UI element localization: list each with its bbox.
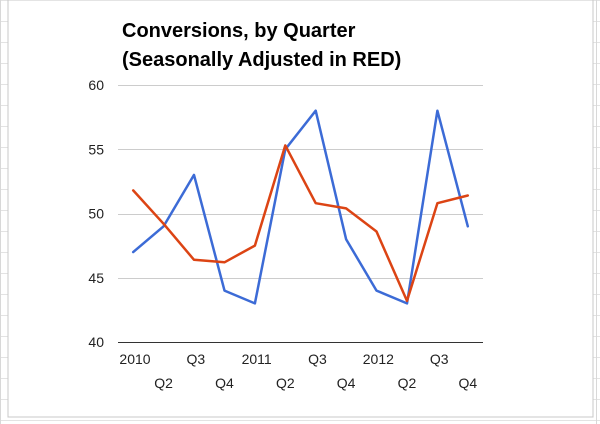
x-tick-label: Q3 <box>186 351 205 367</box>
series-line-red <box>131 144 470 303</box>
x-tick-label: 2010 <box>119 351 150 367</box>
x-tick-label: Q2 <box>154 375 173 391</box>
x-tick-label: 2012 <box>363 351 394 367</box>
chart-frame <box>7 0 594 418</box>
x-tick-label: Q3 <box>308 351 327 367</box>
y-tick-label: 60 <box>88 77 104 93</box>
y-tick-label: 55 <box>88 141 104 157</box>
series-lines <box>131 109 470 305</box>
y-axis-ticks: 40 45 50 55 60 <box>88 77 104 350</box>
x-tick-label: Q4 <box>458 375 477 391</box>
y-tick-label: 40 <box>88 334 104 350</box>
chart-title-line-1: Conversions, by Quarter <box>122 20 356 42</box>
series-line-blue <box>131 109 470 305</box>
x-tick-label: Q2 <box>276 375 295 391</box>
x-tick-label: 2011 <box>242 351 272 367</box>
y-gridlines <box>118 85 483 343</box>
y-tick-label: 45 <box>88 270 104 286</box>
x-tick-label: Q4 <box>337 375 356 391</box>
x-tick-label: Q4 <box>215 375 234 391</box>
x-tick-label: Q3 <box>430 351 449 367</box>
x-tick-label: Q2 <box>398 375 417 391</box>
y-tick-label: 50 <box>88 206 104 222</box>
chart-title-line-2: (Seasonally Adjusted in RED) <box>122 49 401 71</box>
